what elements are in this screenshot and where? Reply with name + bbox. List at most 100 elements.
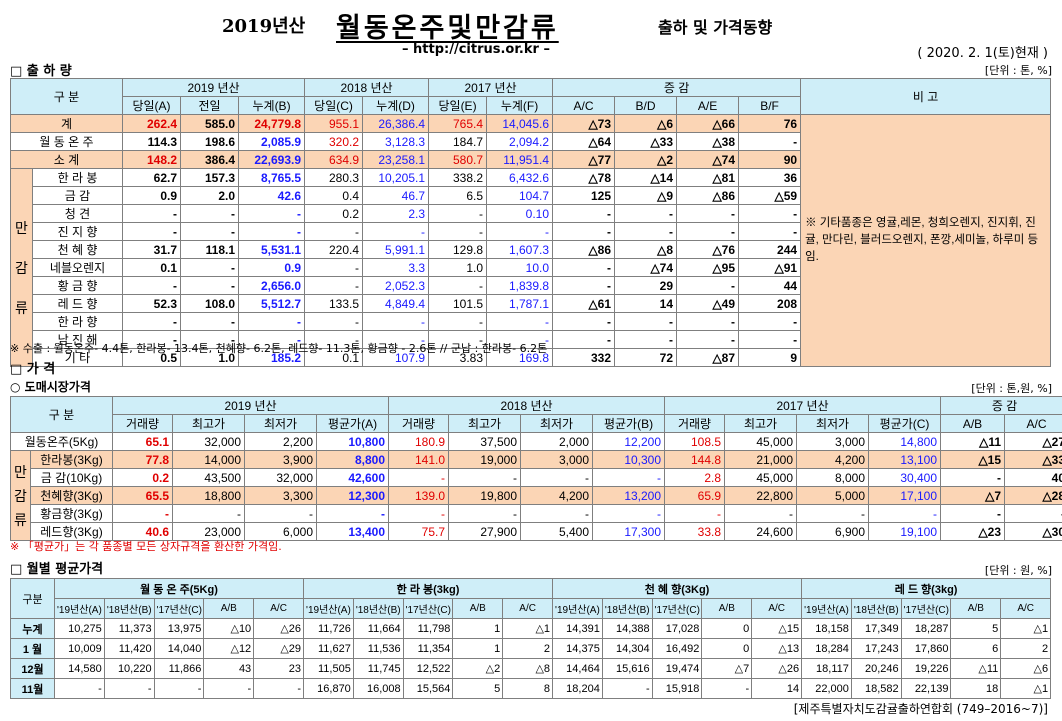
cell: 14,388: [601, 618, 653, 639]
wholesale-subtitle: ○ 도매시장가격: [10, 380, 91, 394]
cell: △28: [1004, 486, 1062, 505]
export-note: ※ 수출 : 월동온주- 4.4톤, 한라봉- 13.4톤, 천혜향- 6.2톤…: [10, 342, 548, 355]
sub-header: '19년산(A): [303, 598, 354, 619]
col-gubun: 구 분: [9, 396, 114, 433]
cell: 11,866: [153, 658, 205, 679]
cell: 13,200: [592, 486, 666, 505]
cell: 22,139: [900, 678, 952, 699]
cell: -: [738, 222, 802, 241]
cell: △6: [614, 114, 678, 133]
cell: △91: [738, 258, 802, 277]
cell: △59: [738, 186, 802, 205]
cell: 42.6: [238, 186, 306, 205]
cell: 45,000: [724, 468, 798, 487]
side-char: 만: [15, 219, 28, 236]
row-label: 월동온주(5Kg): [9, 432, 114, 451]
cell: 16,008: [352, 678, 404, 699]
cell: 10,220: [103, 658, 155, 679]
side-char: 류: [14, 511, 27, 528]
cell: 18,287: [900, 618, 952, 639]
cell: 36: [738, 168, 802, 187]
cell: -: [122, 276, 182, 295]
cell: 107.9: [362, 348, 430, 367]
table-row: 금 감 0.9 2.0 42.6 0.4 46.7 6.5 104.7 125 △9 △86 △59: [11, 186, 1051, 205]
cell: -: [428, 204, 488, 223]
cell: 3,000: [520, 450, 594, 469]
cell: 37,500: [448, 432, 522, 451]
cell: 14,580: [54, 658, 105, 679]
cell: △15: [751, 618, 803, 639]
side-char: 만: [14, 463, 27, 480]
cell: -: [203, 678, 255, 699]
cell: -: [868, 504, 942, 523]
sub-header: A/C: [1000, 598, 1052, 619]
cell: 90: [738, 150, 802, 169]
cell: 8,000: [796, 468, 870, 487]
report-year: 2019년산: [222, 16, 306, 37]
cell: -: [122, 222, 182, 241]
table-row: 누계 10,275 11,373 13,975 △10 △26 11,726 11,664 11…: [10, 618, 1052, 639]
cell: 11,745: [352, 658, 404, 679]
cell: △8: [614, 240, 678, 259]
cell: △33: [1004, 450, 1062, 469]
sub-header: 최저가: [520, 414, 594, 433]
cell: -: [601, 678, 653, 699]
cell: 2,094.2: [486, 132, 554, 151]
cell: 765.4: [428, 114, 488, 133]
table-row: 월 동 온 주 114.3 198.6 2,085.9 320.2 3,128.3 184.…: [9, 132, 1051, 151]
cell: -: [552, 312, 616, 331]
cell: 65.9: [664, 486, 726, 505]
cell: 0.2: [304, 204, 364, 223]
cell: 45,000: [724, 432, 798, 451]
col-gubun: 구 분: [9, 78, 124, 115]
cell: 0.1: [122, 258, 182, 277]
remark-cell: ※ 기타품종은 영귤,레몬, 청희오렌지, 진지휘, 진귤, 만다린, 블러드오…: [800, 114, 1052, 367]
cell: -: [388, 504, 450, 523]
cell: 19,800: [448, 486, 522, 505]
cell: 10,800: [316, 432, 390, 451]
cell: -: [676, 312, 740, 331]
cell: △61: [552, 294, 616, 313]
cell: 2: [502, 638, 554, 659]
group-header: 레 드 향(3kg): [801, 578, 1052, 599]
cell: 11,951.4: [486, 150, 554, 169]
cell: 19,000: [448, 450, 522, 469]
cell: 44: [738, 276, 802, 295]
cell: 118.1: [180, 240, 240, 259]
cell: 4,200: [796, 450, 870, 469]
sub-header: B/F: [738, 96, 802, 115]
shipment-unit: [단위 : 톤, %]: [984, 64, 1052, 77]
cell: 5: [452, 678, 504, 699]
cell: 169.8: [486, 348, 554, 367]
cell: 0.4: [304, 186, 364, 205]
cell: △74: [676, 150, 740, 169]
cell: 10,275: [54, 618, 105, 639]
col-2018: 2018 년산: [388, 396, 666, 415]
cell: 22,800: [724, 486, 798, 505]
cell: 18,582: [850, 678, 902, 699]
cell: -: [676, 222, 740, 241]
row-label: 천혜향(3Kg): [29, 486, 114, 505]
monthly-section-title: □ 월별 평균가격: [10, 562, 104, 577]
cell: 18,158: [801, 618, 852, 639]
source-url[interactable]: – http://citrus.or.kr –: [402, 42, 550, 57]
cell: -: [552, 258, 616, 277]
cell: 2.0: [180, 186, 240, 205]
cell: 1,839.8: [486, 276, 554, 295]
cell: 14,304: [601, 638, 653, 659]
cell: -: [244, 504, 318, 523]
cell: 6: [950, 638, 1002, 659]
cell: △15: [940, 450, 1006, 469]
cell: 43,500: [172, 468, 246, 487]
cell: 104.7: [486, 186, 554, 205]
row-label: 기 타: [31, 348, 124, 367]
sub-header: '18년산(B): [601, 598, 653, 619]
cell: △95: [676, 258, 740, 277]
cell: 585.0: [180, 114, 240, 133]
cell: 14,040: [153, 638, 205, 659]
row-label: 한라봉(3Kg): [29, 450, 114, 469]
cell: -: [614, 222, 678, 241]
cell: 20,246: [850, 658, 902, 679]
cell: 23,258.1: [362, 150, 430, 169]
